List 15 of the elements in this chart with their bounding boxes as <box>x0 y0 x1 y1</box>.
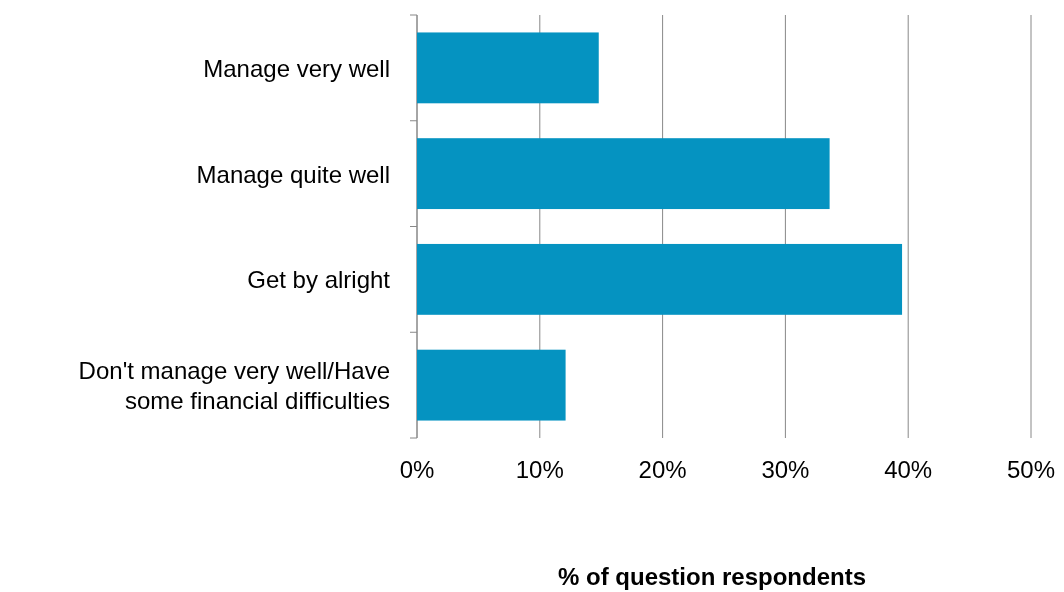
bar <box>417 349 566 421</box>
x-tick-label: 10% <box>515 456 564 483</box>
x-tick-label: 30% <box>761 456 810 483</box>
x-tick-label: 20% <box>638 456 687 483</box>
y-tick-label: Manage very well <box>203 54 390 82</box>
y-tick-label: Manage quite well <box>196 160 390 188</box>
x-tick-label: 50% <box>1006 456 1056 483</box>
y-tick-label: Get by alright <box>247 265 391 293</box>
bar <box>417 32 599 104</box>
bar <box>417 243 903 315</box>
y-tick-label: Don't manage very well/Have some financial difficulties <box>78 356 390 414</box>
x-tick-label: 0% <box>399 456 435 483</box>
bar <box>417 138 830 210</box>
x-axis-title: % of question respondents <box>557 563 867 590</box>
x-tick-label: 40% <box>884 456 933 483</box>
